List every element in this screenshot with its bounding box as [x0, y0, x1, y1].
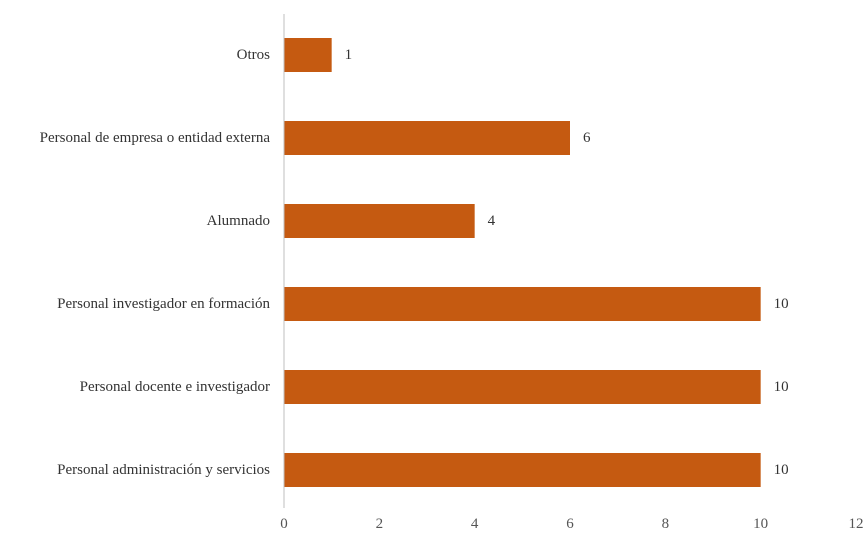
data-label: 10	[774, 462, 789, 478]
bar	[284, 38, 332, 72]
x-tick-label: 10	[753, 516, 768, 532]
bar	[284, 453, 761, 487]
bar	[284, 121, 570, 155]
x-tick-label: 8	[662, 516, 670, 532]
x-tick-label: 2	[376, 516, 384, 532]
x-tick-labels: 0 2 4 6 8 10 12	[280, 516, 863, 532]
category-label: Alumnado	[207, 213, 270, 229]
data-label: 4	[488, 213, 496, 229]
category-label: Personal investigador en formación	[57, 296, 270, 312]
x-tick-label: 12	[849, 516, 864, 532]
x-tick-label: 4	[471, 516, 479, 532]
bar	[284, 287, 761, 321]
bar	[284, 204, 475, 238]
category-label: Personal administración y servicios	[57, 462, 270, 478]
data-labels: 1 6 4 10 10 10	[345, 47, 789, 478]
category-label: Personal de empresa o entidad externa	[40, 130, 271, 146]
bar	[284, 370, 761, 404]
data-label: 10	[774, 296, 789, 312]
data-label: 10	[774, 379, 789, 395]
x-tick-label: 0	[280, 516, 288, 532]
category-label: Personal docente e investigador	[80, 379, 270, 395]
bars-group	[284, 38, 761, 487]
category-labels: Otros Personal de empresa o entidad exter…	[40, 47, 271, 478]
category-label: Otros	[237, 47, 270, 63]
x-tick-label: 6	[566, 516, 574, 532]
data-label: 6	[583, 130, 591, 146]
data-label: 1	[345, 47, 353, 63]
